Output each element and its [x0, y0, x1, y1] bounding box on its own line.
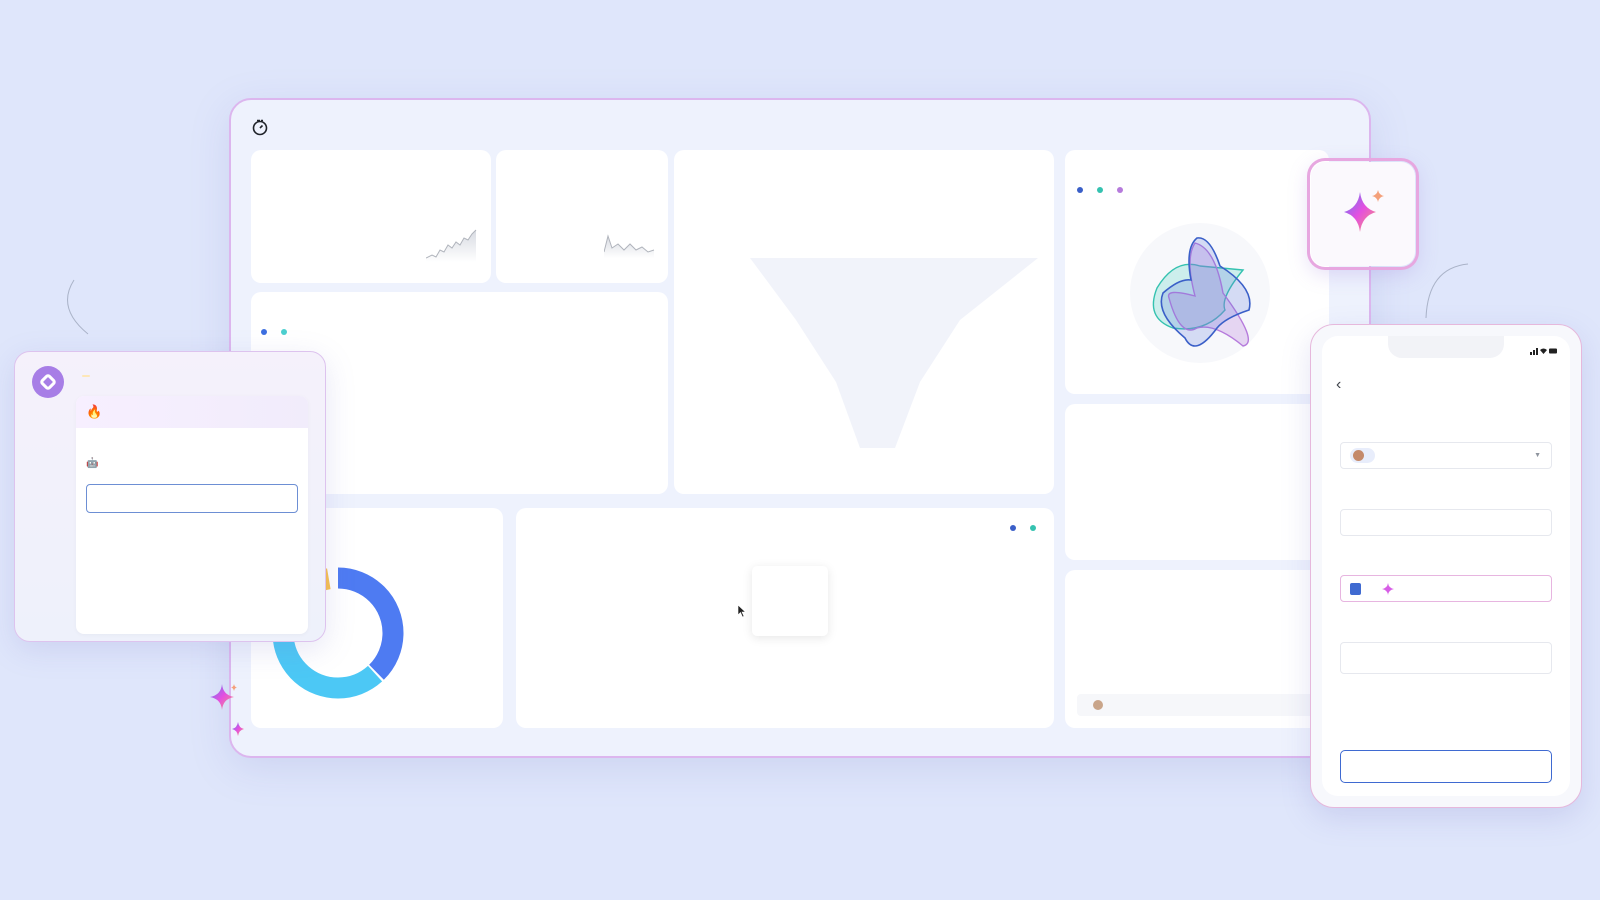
new-deals-card[interactable] [251, 150, 491, 283]
chevron-down-icon: ▼ [1534, 452, 1541, 459]
submit-button[interactable] [1340, 750, 1552, 783]
dashboard-header [251, 118, 278, 136]
avatar [1353, 450, 1364, 461]
legend-item[interactable] [1077, 185, 1087, 194]
ranking-row[interactable] [1077, 694, 1317, 716]
legend-item[interactable] [1097, 185, 1107, 194]
bot-badge [82, 375, 90, 377]
closed-won-bar-chart[interactable] [271, 350, 661, 465]
new-customers-card [1065, 404, 1329, 560]
lark-crm-chat-card: 🔥 🤖 [14, 351, 326, 642]
back-chevron-icon[interactable]: ‹ [1336, 376, 1342, 393]
lark-crm-logo-icon [32, 366, 64, 398]
signal-wifi-battery-icon [1530, 348, 1557, 355]
activity-notes-input[interactable] [1340, 575, 1552, 602]
new-customers-bar-chart[interactable] [1077, 444, 1287, 524]
deals-won-card[interactable] [496, 150, 668, 283]
activity-date-input[interactable] [1340, 509, 1552, 536]
sparkle-icon [1344, 190, 1384, 232]
sparkline-up [426, 229, 477, 262]
location-input[interactable] [1340, 642, 1552, 674]
status-icons [1530, 347, 1558, 357]
sales-capability-card [1065, 150, 1329, 394]
legend-item[interactable] [1010, 523, 1020, 532]
sparkle-icon [1382, 582, 1394, 595]
phone-notch [1388, 336, 1504, 358]
legend-item[interactable] [1117, 185, 1127, 194]
message-card: 🔥 🤖 [76, 396, 308, 634]
connector-curve [1425, 263, 1469, 319]
sales-funnel-card [674, 150, 1054, 494]
chart-legend [261, 327, 291, 336]
mobile-phone-mockup: ‹ ▼ [1310, 324, 1582, 808]
fire-icon: 🔥 [86, 404, 103, 419]
sales-ranking-card [1065, 570, 1329, 728]
robot-icon: 🤖 [86, 458, 99, 469]
deals-card [516, 508, 1054, 728]
mouse-cursor-icon [737, 604, 747, 618]
chart-tooltip [752, 566, 828, 636]
chart-legend [1077, 185, 1127, 194]
legend-item[interactable] [1030, 523, 1040, 532]
ai-steps-title: 🤖 [86, 455, 298, 472]
radar-chart[interactable] [1125, 218, 1275, 368]
legend-item[interactable] [261, 327, 271, 336]
sales-dashboard-window [229, 98, 1371, 758]
activity-tracking-screen: ‹ ▼ [1322, 336, 1570, 796]
account-select[interactable]: ▼ [1340, 442, 1552, 469]
funnel-shadow [750, 258, 1038, 448]
chart-legend [1010, 523, 1040, 532]
sparkline-down [604, 234, 655, 258]
chat-sender [76, 375, 90, 377]
sparkle-icon [210, 684, 244, 736]
ai-powered-badge [1309, 160, 1417, 268]
connector-curve [67, 279, 89, 335]
follow-up-button[interactable] [86, 484, 298, 513]
avatar [1093, 700, 1103, 710]
document-icon [1350, 582, 1361, 595]
legend-item[interactable] [281, 327, 291, 336]
dashboard-gauge-icon [252, 119, 268, 136]
message-header: 🔥 [76, 396, 308, 428]
